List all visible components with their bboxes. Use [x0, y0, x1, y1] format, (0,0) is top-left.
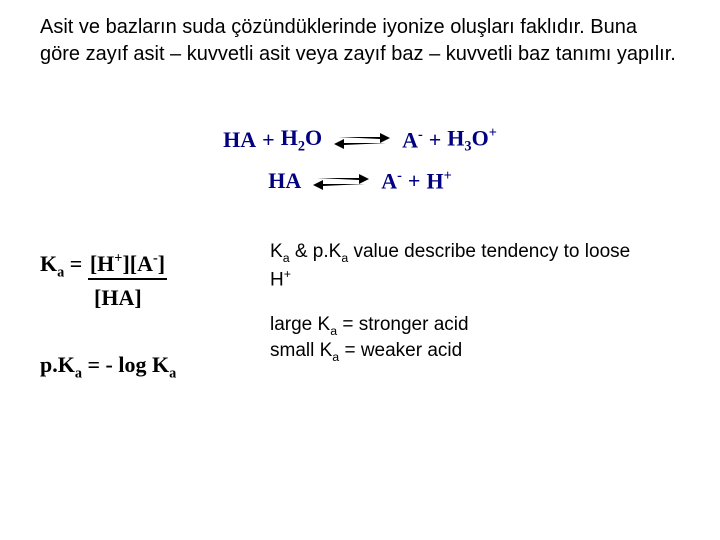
- ka-numerator: [H+][A-]: [88, 250, 167, 280]
- ka-denominator: [HA]: [94, 284, 176, 312]
- equilibrium-arrow-icon: [311, 170, 371, 192]
- intro-paragraph: Asit ve bazların suda çözündüklerinde iy…: [40, 14, 680, 68]
- eq1-h3o-plus: H3O+: [447, 125, 497, 156]
- ka-formula: Ka = [H+][A-] [HA]: [40, 250, 176, 312]
- ka-label: Ka: [40, 251, 64, 276]
- eq1-plus2: +: [429, 127, 442, 153]
- eq1-h2o: H2O: [281, 125, 322, 155]
- desc-para-1: Ka & p.Ka value describe tendency to loo…: [270, 240, 650, 293]
- eq2-a-minus: A-: [381, 168, 402, 194]
- pka-label: p.Ka: [40, 352, 82, 377]
- eq2-plus: +: [408, 168, 421, 194]
- eq1-a-minus: A-: [402, 127, 423, 153]
- eq1-ha: HA: [223, 127, 256, 153]
- eq2-h-plus: H+: [426, 168, 451, 194]
- equations-block: HA + H2O A- + H3O+ HA A- + H+: [140, 125, 580, 206]
- pka-formula: p.Ka = - log Ka: [40, 352, 176, 382]
- ka-eq: =: [64, 251, 88, 276]
- description-block: Ka & p.Ka value describe tendency to loo…: [270, 240, 650, 365]
- equation-2: HA A- + H+: [140, 168, 580, 194]
- equation-1: HA + H2O A- + H3O+: [140, 125, 580, 156]
- pka-eq: = - log K: [82, 352, 169, 377]
- eq1-plus1: +: [262, 127, 275, 153]
- intro-text: Asit ve bazların suda çözündüklerinde iy…: [40, 16, 676, 65]
- formula-block: Ka = [H+][A-] [HA] p.Ka = - log Ka: [40, 250, 176, 382]
- pka-tail-sub: a: [169, 365, 176, 381]
- eq2-ha: HA: [268, 168, 301, 194]
- desc-line-2: large Ka = stronger acid: [270, 313, 650, 339]
- desc-line-3: small Ka = weaker acid: [270, 339, 650, 365]
- equilibrium-arrow-icon: [332, 129, 392, 151]
